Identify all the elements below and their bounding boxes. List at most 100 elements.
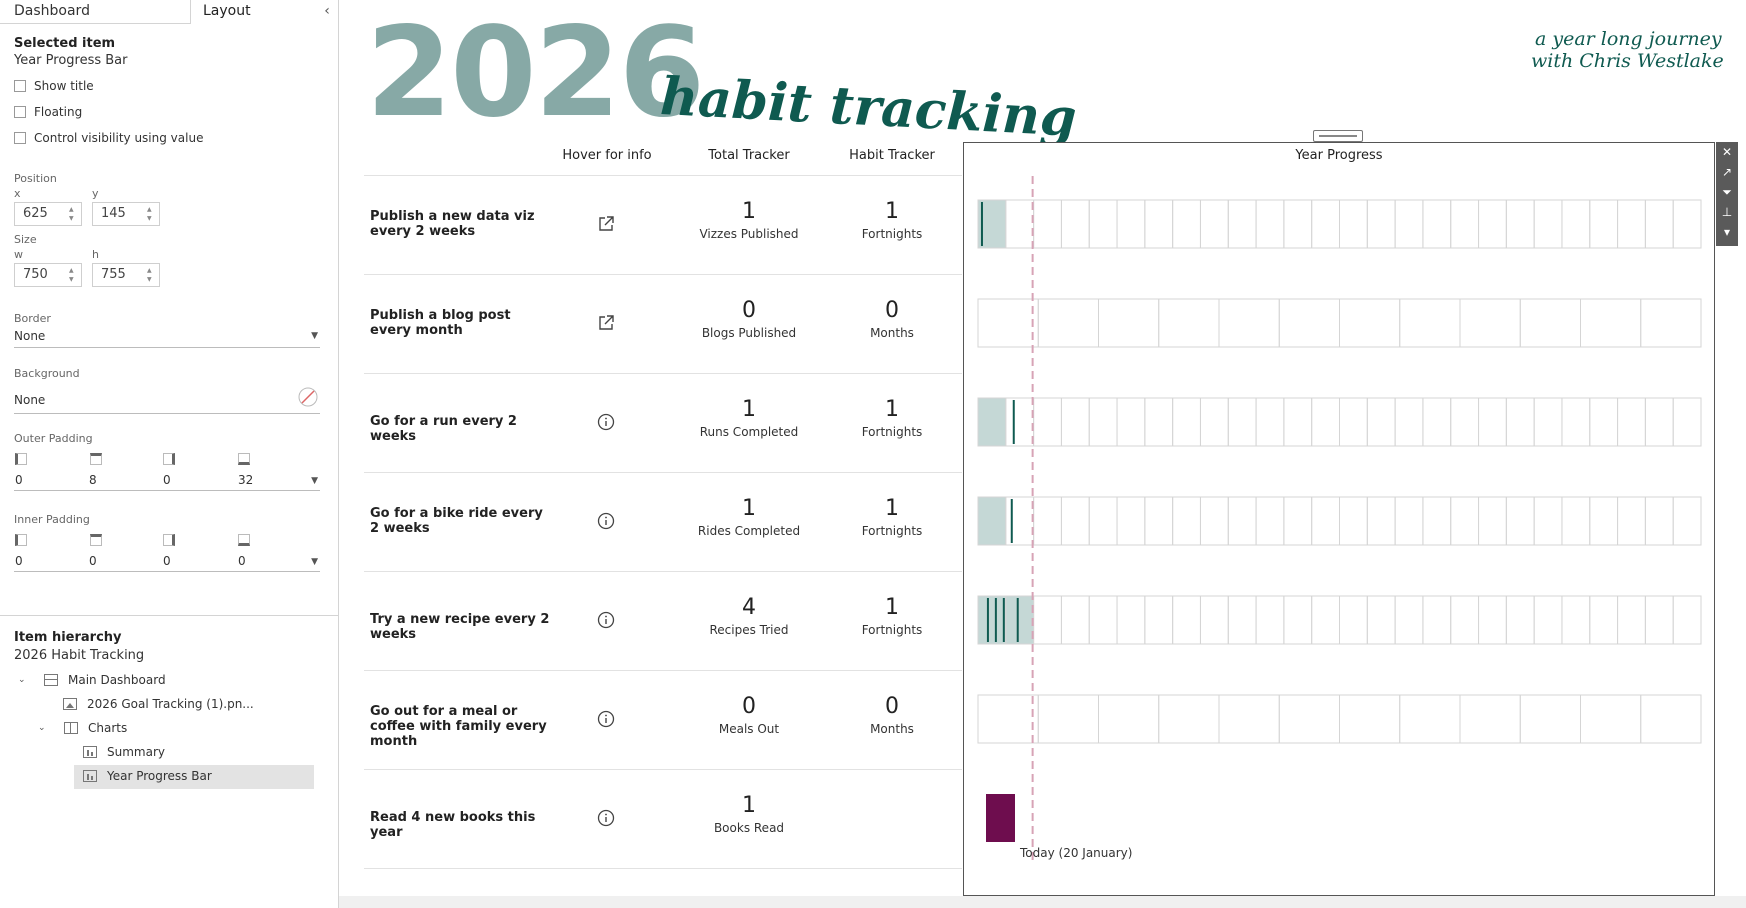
info-icon[interactable] [597, 611, 615, 629]
period-cell [1394, 199, 1424, 249]
period-cell [1339, 595, 1368, 645]
pin-icon[interactable]: ⊥ [1721, 205, 1733, 219]
floating-checkbox[interactable]: Floating [14, 104, 82, 120]
info-icon[interactable] [597, 512, 615, 530]
period-cell [1672, 199, 1702, 249]
increment-icon[interactable]: ▲ [69, 267, 74, 274]
checkbox-box[interactable] [14, 132, 26, 144]
habit-name: Publish a blog post every month [370, 308, 511, 338]
inner-padding-values[interactable]: ▼ [14, 553, 320, 572]
period-cell [1037, 298, 1099, 348]
filter-icon[interactable]: ⏷ [1722, 185, 1732, 199]
external-link-icon[interactable] [597, 314, 615, 332]
more-options-icon[interactable]: ▾ [1723, 225, 1731, 239]
period-cell [1561, 199, 1591, 249]
drag-handle-icon[interactable] [1313, 130, 1363, 142]
outer-padding-bottom[interactable]: 32 [238, 473, 254, 487]
period-cell [1672, 397, 1702, 447]
tree-item-charts[interactable]: ⌄ Charts [38, 717, 127, 739]
w-value: 750 [23, 267, 48, 282]
period-cell [1459, 694, 1521, 744]
item-hierarchy-heading: Item hierarchy [14, 630, 122, 645]
total-label: Meals Out [718, 722, 780, 736]
checkbox-label: Floating [34, 105, 83, 119]
decrement-icon[interactable]: ▼ [147, 215, 152, 222]
tab-layout[interactable]: Layout [203, 3, 251, 19]
pad-bottom-icon [238, 534, 250, 546]
chevron-down-icon[interactable]: ⌄ [18, 675, 26, 685]
outer-padding-top[interactable]: 8 [89, 473, 97, 487]
external-link-icon[interactable] [597, 215, 615, 233]
row-divider [364, 868, 962, 869]
total-value: 1 [742, 397, 756, 422]
period-cell [1199, 397, 1229, 447]
tree-item-image[interactable]: 2026 Goal Tracking (1).pn... [63, 693, 254, 715]
period-cell [1283, 496, 1313, 546]
border-label: Border [14, 312, 51, 325]
border-select[interactable]: None ▼ [14, 327, 320, 348]
habit-name: Read 4 new books this year [370, 810, 536, 840]
period-cell [1672, 496, 1702, 546]
tree-item-main-dashboard[interactable]: ⌄ Main Dashboard [18, 669, 166, 691]
control-visibility-checkbox[interactable]: Control visibility using value [14, 130, 203, 146]
outer-padding-values[interactable]: ▼ [14, 472, 320, 491]
no-color-icon[interactable] [298, 387, 318, 407]
background-select[interactable]: None [14, 387, 320, 414]
increment-icon[interactable]: ▲ [147, 267, 152, 274]
go-to-sheet-icon[interactable]: ↗ [1721, 165, 1733, 179]
period-cell [1505, 199, 1535, 249]
period-cell [1519, 694, 1581, 744]
tab-dashboard[interactable]: Dashboard [0, 0, 191, 24]
height-input[interactable]: 755 ▲ ▼ [92, 263, 160, 287]
habit-value: 1 [885, 199, 899, 224]
pad-bottom-icon [238, 453, 250, 465]
dropdown-arrow-icon[interactable]: ▼ [311, 331, 318, 341]
period-cell [1450, 199, 1480, 249]
period-cell [1037, 694, 1099, 744]
period-cell [1450, 397, 1480, 447]
pad-left-icon [15, 534, 27, 546]
y-position-input[interactable]: 145 ▲ ▼ [92, 202, 160, 226]
outer-padding-right[interactable]: 0 [163, 473, 171, 487]
period-cell [1422, 199, 1452, 249]
tree-item-year-progress-bar[interactable]: Year Progress Bar [83, 765, 212, 787]
row-divider [364, 769, 962, 770]
habit-label: Fortnights [861, 623, 923, 637]
increment-icon[interactable]: ▲ [69, 206, 74, 213]
dropdown-arrow-icon[interactable]: ▼ [311, 476, 318, 486]
inner-padding-left[interactable]: 0 [15, 554, 23, 568]
decrement-icon[interactable]: ▼ [69, 276, 74, 283]
inner-padding-right[interactable]: 0 [163, 554, 171, 568]
show-title-checkbox[interactable]: Show title [14, 78, 94, 94]
collapse-panel-icon[interactable]: ‹ [324, 3, 330, 19]
width-input[interactable]: 750 ▲ ▼ [14, 263, 82, 287]
row-divider [364, 373, 962, 374]
increment-icon[interactable]: ▲ [147, 206, 152, 213]
close-icon[interactable]: ✕ [1721, 145, 1733, 159]
chevron-down-icon[interactable]: ⌄ [38, 723, 46, 733]
decrement-icon[interactable]: ▼ [147, 276, 152, 283]
outer-padding-left[interactable]: 0 [15, 473, 23, 487]
tree-item-summary[interactable]: Summary [83, 741, 165, 763]
inner-padding-bottom[interactable]: 0 [238, 554, 246, 568]
selected-item-heading: Selected item [14, 36, 116, 51]
period-cell [1644, 397, 1674, 447]
worksheet-icon [83, 746, 97, 758]
inner-padding-top[interactable]: 0 [89, 554, 97, 568]
x-position-input[interactable]: 625 ▲ ▼ [14, 202, 82, 226]
period-cell [1033, 595, 1062, 645]
info-icon[interactable] [597, 710, 615, 728]
checkbox-box[interactable] [14, 80, 26, 92]
period-cell [1283, 397, 1313, 447]
decrement-icon[interactable]: ▼ [69, 215, 74, 222]
checkbox-box[interactable] [14, 106, 26, 118]
period-cell [1144, 496, 1174, 546]
pad-right-icon [163, 534, 175, 546]
info-icon[interactable] [597, 413, 615, 431]
info-icon[interactable] [597, 809, 615, 827]
habit-value: 1 [885, 496, 899, 521]
size-label: Size [14, 233, 37, 246]
period-cell [1422, 496, 1452, 546]
dropdown-arrow-icon[interactable]: ▼ [311, 557, 318, 567]
tree-item-label: Year Progress Bar [107, 769, 212, 783]
